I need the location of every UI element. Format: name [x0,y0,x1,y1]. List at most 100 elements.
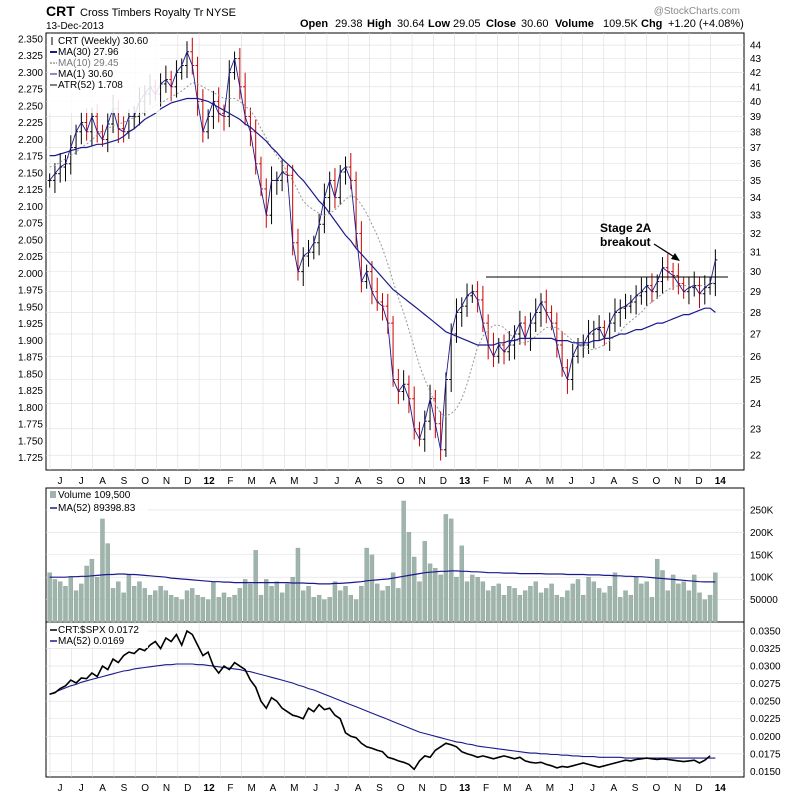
volume-bar [464,581,470,623]
price-right-tick: 41 [750,82,762,93]
month-label-bottom: D [440,783,447,794]
month-label-bottom: N [163,783,170,794]
price-right-tick: 34 [750,193,762,204]
volume-bar [153,590,158,623]
legend-price-1: MA(30) 27.96 [58,47,119,58]
ticker-name: Cross Timbers Royalty Tr [80,7,204,19]
price-left-tick: 1.725 [18,453,43,464]
volume-bar [359,585,364,623]
volume-bar [174,597,179,623]
volume-bar [200,597,206,623]
volume-bar [692,574,697,623]
volume-bar [322,599,327,623]
price-left-tick: 1.975 [18,286,43,297]
month-label-bottom: 12 [204,783,216,794]
month-label-top: M [546,476,554,487]
price-left-tick: 2.300 [18,68,43,79]
volume-bar [501,594,507,623]
month-label-bottom: A [99,783,106,794]
ratio-legend-bg [48,624,148,648]
volume-bar [517,594,523,623]
month-label-top: A [525,476,532,487]
price-left-tick: 2.025 [18,252,43,263]
volume-bar [47,572,52,623]
ratio-tick: 0.0250 [750,697,781,708]
ratio-tick: 0.0300 [750,662,781,673]
month-label-top: J [313,476,318,487]
month-label-bottom: O [141,783,149,794]
month-label-top: N [418,476,425,487]
volume-bar [110,588,116,623]
open-label: Open [300,18,328,30]
ticker-exchange: NYSE [206,7,236,19]
volume-bar [79,583,84,623]
month-label-bottom: J [313,783,318,794]
close-value: 30.60 [521,18,549,30]
price-right-tick: 44 [750,41,762,52]
volume-bar [618,597,623,623]
volume-bar [63,585,68,623]
volume-bar [412,556,417,623]
month-label-top: O [141,476,149,487]
volume-bar [406,532,412,623]
month-label-top: 13 [459,476,471,487]
volume-bar [274,581,280,623]
volume-bar [242,579,248,623]
volume-legend: Volume 109,500 MA(52) 89398.83 [48,490,148,514]
ratio-tick: 0.0225 [750,714,781,725]
price-right-tick: 30 [750,267,762,278]
price-left-tick: 2.175 [18,152,43,163]
watermark: @StockCharts.com [654,6,740,17]
volume-bar [559,597,565,623]
month-label-bottom: 14 [715,783,727,794]
volume-bar [496,583,501,623]
volume-bar [353,599,359,623]
month-label-bottom: N [418,783,425,794]
volume-bar [95,577,100,623]
volume-bar [121,592,126,623]
volume-bars [47,500,718,623]
volume-bar [665,590,670,623]
volume-bar [58,581,63,623]
chg-value: +1.20 (+4.08%) [668,18,744,30]
volume-bar [216,597,221,623]
price-left-tick: 1.825 [18,386,43,397]
chart-date: 13-Dec-2013 [46,21,104,32]
legend-price-4: ATR(52) 1.708 [58,80,123,91]
month-label-bottom: A [270,783,277,794]
ticker-symbol: CRT [46,3,75,19]
ratio-line [49,629,711,771]
high-value: 30.64 [397,18,425,30]
volume-bar [390,572,396,623]
price-right-tick: 24 [750,399,762,410]
price-right-tick: 25 [750,375,762,386]
month-label-top: J [569,476,574,487]
volume-bar [607,585,612,623]
volume-bar [168,594,174,623]
volume-bar [73,590,79,623]
volume-bar [470,574,475,623]
volume-value: 109.5K [603,18,639,30]
volume-bar [221,592,227,623]
month-label-bottom: D [695,783,702,794]
month-label-top: F [227,476,233,487]
chg-label: Chg [641,18,662,30]
month-label-top: O [653,476,661,487]
volume-bar [163,590,169,623]
volume-bar [422,541,427,623]
volume-bar [158,585,163,623]
volume-bar [237,588,243,623]
volume-bar [570,583,575,623]
open-value: 29.38 [335,18,363,30]
volume-bar [612,572,618,623]
price-left-tick: 2.050 [18,235,43,246]
low-value: 29.05 [453,18,481,30]
volume-bar [655,559,660,623]
volume-bar [707,594,713,623]
volume-bar [528,585,533,623]
month-label-bottom: S [376,783,383,794]
volume-bar [126,574,132,623]
month-label-top: S [632,476,639,487]
price-left-tick: 2.100 [18,202,43,213]
price-right-tick: 35 [750,176,762,187]
